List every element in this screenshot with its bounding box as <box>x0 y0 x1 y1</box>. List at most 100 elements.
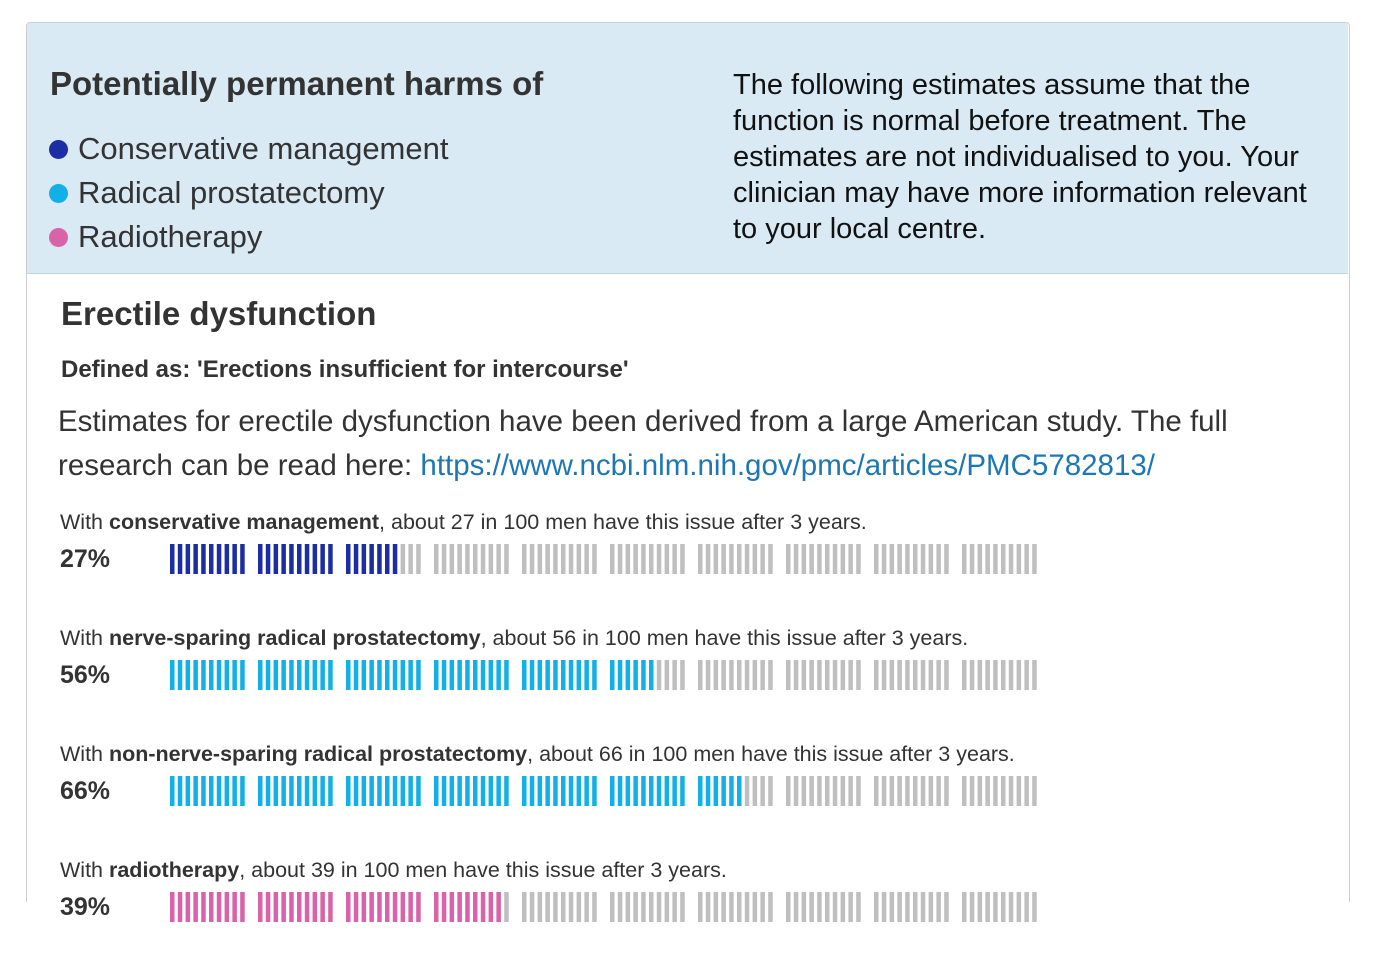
unaffected-man-mark <box>944 544 949 574</box>
affected-man-mark <box>216 776 222 806</box>
unaffected-man-mark <box>801 892 807 922</box>
unaffected-man-mark <box>1016 544 1022 574</box>
unaffected-man-mark <box>897 544 902 574</box>
affected-man-mark <box>441 776 447 806</box>
unaffected-man-mark <box>1001 892 1006 922</box>
affected-man-mark <box>633 660 638 690</box>
affected-man-mark <box>320 776 325 806</box>
unaffected-man-mark <box>1001 544 1006 574</box>
unaffected-man-mark <box>441 544 447 574</box>
unaffected-man-mark <box>1024 544 1029 574</box>
affected-man-mark <box>392 660 398 690</box>
unaffected-man-mark <box>768 660 773 690</box>
affected-man-mark <box>361 892 367 922</box>
unaffected-man-mark <box>977 776 983 806</box>
unaffected-man-mark <box>993 660 998 690</box>
affected-man-mark <box>465 892 470 922</box>
affected-man-mark <box>553 776 558 806</box>
unaffected-man-mark <box>721 660 726 690</box>
unaffected-man-mark <box>592 892 597 922</box>
affected-man-mark <box>385 544 390 574</box>
unaffected-man-mark <box>793 776 799 806</box>
affected-man-mark <box>193 660 198 690</box>
affected-man-mark <box>240 776 245 806</box>
affected-man-mark <box>304 892 310 922</box>
unaffected-man-mark <box>496 544 501 574</box>
unaffected-man-mark <box>416 544 421 574</box>
unaffected-man-mark <box>905 776 910 806</box>
unaffected-man-mark <box>969 660 975 690</box>
unaffected-man-mark <box>905 544 910 574</box>
affected-man-mark <box>617 660 623 690</box>
affected-man-mark <box>209 892 214 922</box>
unaffected-man-mark <box>793 544 799 574</box>
unaffected-man-mark <box>672 892 677 922</box>
unaffected-man-mark <box>752 660 758 690</box>
affected-man-mark <box>377 660 382 690</box>
affected-man-mark <box>656 776 662 806</box>
affected-man-mark <box>312 660 318 690</box>
unaffected-man-mark <box>721 892 726 922</box>
affected-man-mark <box>592 776 597 806</box>
unaffected-man-mark <box>889 776 895 806</box>
affected-man-mark <box>289 544 294 574</box>
affected-man-mark <box>170 544 175 574</box>
affected-man-mark <box>633 776 638 806</box>
unaffected-man-mark <box>537 892 543 922</box>
icon-array-bar <box>170 542 1042 576</box>
unaffected-man-mark <box>809 660 814 690</box>
percent-label: 27% <box>60 545 111 573</box>
unaffected-man-mark <box>920 892 926 922</box>
affected-man-mark <box>170 660 175 690</box>
risk-row-conservative: With conservative management, about 27 i… <box>60 507 1037 576</box>
affected-man-mark <box>273 660 279 690</box>
affected-man-mark <box>193 892 198 922</box>
affected-man-mark <box>529 660 535 690</box>
unaffected-man-mark <box>905 892 910 922</box>
affected-man-mark <box>465 660 470 690</box>
unaffected-man-mark <box>457 544 462 574</box>
unaffected-man-mark <box>400 544 406 574</box>
unaffected-man-mark <box>633 544 638 574</box>
affected-man-mark <box>416 892 421 922</box>
unaffected-man-mark <box>809 892 814 922</box>
affected-man-mark <box>297 892 302 922</box>
unaffected-man-mark <box>809 776 814 806</box>
section-title: Erectile dysfunction <box>61 295 377 332</box>
affected-man-mark <box>273 776 279 806</box>
treatment-name: nerve-sparing radical prostatectomy <box>108 626 481 650</box>
unaffected-man-mark <box>920 544 926 574</box>
affected-man-mark <box>297 544 302 574</box>
unaffected-man-mark <box>928 660 934 690</box>
unaffected-man-mark <box>913 776 918 806</box>
unaffected-man-mark <box>889 544 895 574</box>
affected-man-mark <box>441 892 447 922</box>
legend-label: Conservative management <box>78 131 449 166</box>
affected-man-mark <box>265 544 271 574</box>
affected-man-mark <box>488 892 494 922</box>
unaffected-man-mark <box>729 660 734 690</box>
affected-man-mark <box>641 776 646 806</box>
unaffected-man-mark <box>1008 544 1014 574</box>
affected-man-mark <box>265 892 271 922</box>
unaffected-man-mark <box>928 892 934 922</box>
affected-man-mark <box>185 776 191 806</box>
affected-man-mark <box>473 776 478 806</box>
unaffected-man-mark <box>848 776 853 806</box>
affected-man-mark <box>273 544 279 574</box>
affected-man-mark <box>649 776 654 806</box>
risk-suffix: , about 56 in 100 men have this issue af… <box>480 626 969 650</box>
legend-label: Radical prostatectomy <box>78 175 385 210</box>
legend-item-conservative: Conservative management <box>49 127 448 171</box>
affected-man-mark <box>240 892 245 922</box>
unaffected-man-mark <box>656 892 662 922</box>
unaffected-man-mark <box>905 660 910 690</box>
treatment-name: conservative management <box>108 510 380 534</box>
unaffected-man-mark <box>928 544 934 574</box>
research-link[interactable]: https://www.ncbi.nlm.nih.gov/pmc/article… <box>420 449 1155 482</box>
unaffected-man-mark <box>504 544 509 574</box>
unaffected-man-mark <box>801 544 807 574</box>
affected-man-mark <box>377 544 382 574</box>
risk-suffix: , about 66 in 100 men have this issue af… <box>527 742 1015 766</box>
affected-man-mark <box>216 660 222 690</box>
